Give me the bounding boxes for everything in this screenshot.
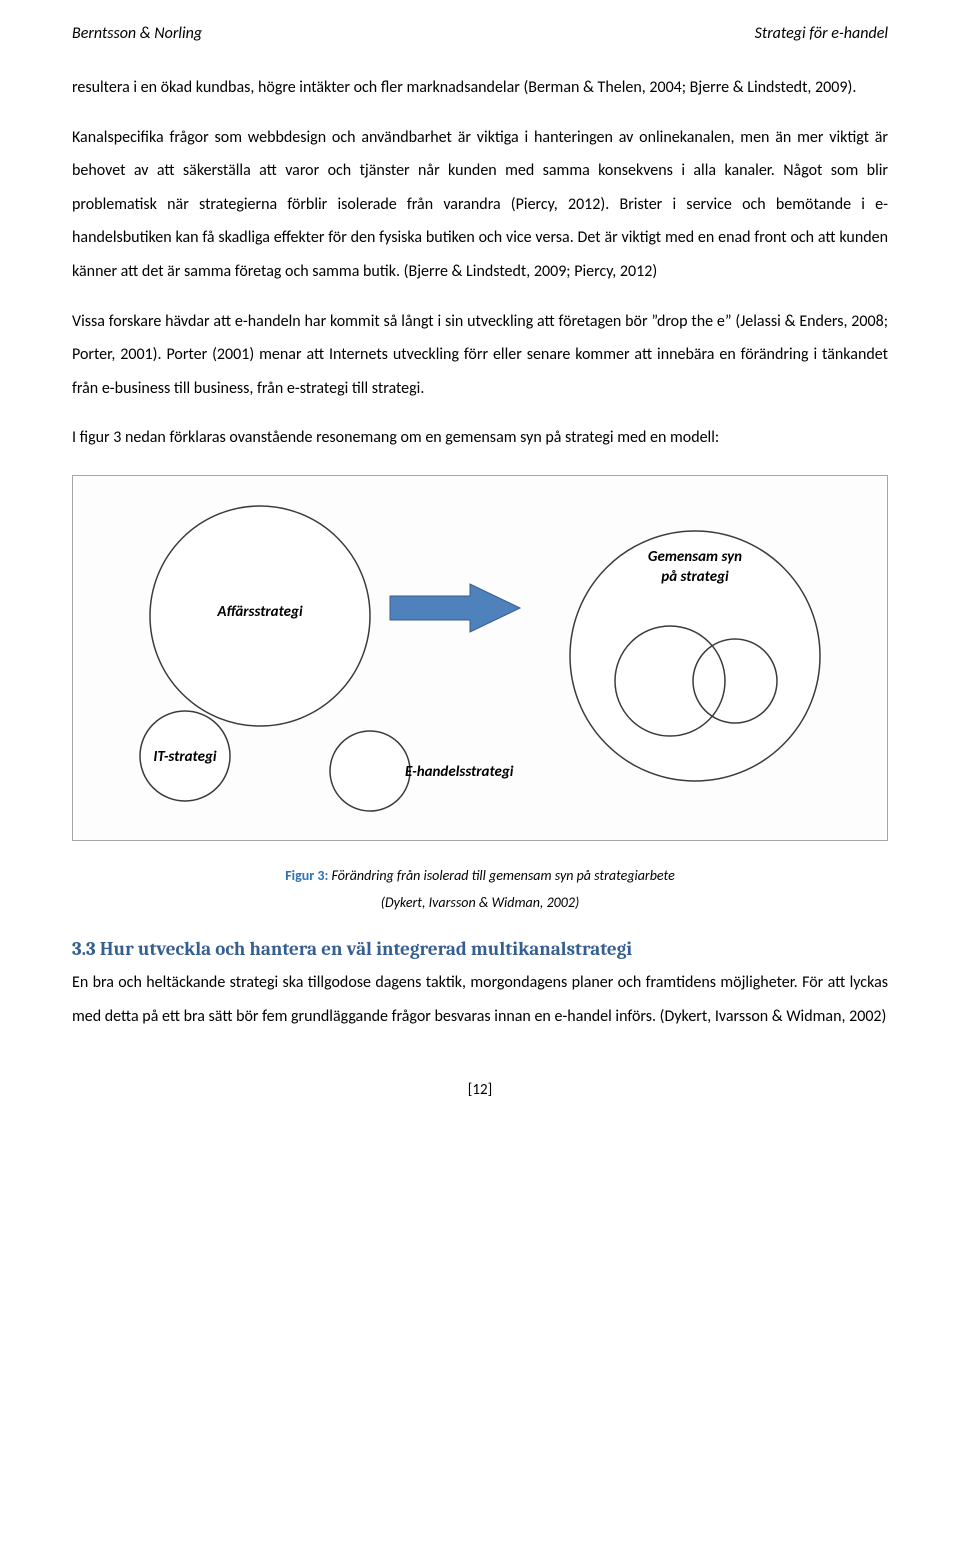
header-left: Berntsson & Norling xyxy=(72,24,202,43)
section-3-3-heading: 3.3 Hur utveckla och hantera en väl inte… xyxy=(72,938,888,960)
label-itstrategi: IT-strategi xyxy=(153,748,216,766)
arrow-icon xyxy=(390,584,520,632)
figure-3-caption: Figur 3: Förändring från isolerad till g… xyxy=(72,863,888,916)
circle-ehandelsstrategi xyxy=(330,731,410,811)
figure-caption-label: Figur 3: xyxy=(285,867,328,884)
page-header: Berntsson & Norling Strategi för e-hande… xyxy=(72,24,888,43)
section-3-3-body: En bra och heltäckande strategi ska till… xyxy=(72,966,888,1033)
label-affarsstrategi: Affärsstrategi xyxy=(216,603,303,621)
label-ehandelsstrategi: E-handelsstrategi xyxy=(405,763,514,781)
figure-caption-source: (Dykert, Ivarsson & Widman, 2002) xyxy=(381,894,579,911)
paragraph-1: resultera i en ökad kundbas, högre intäk… xyxy=(72,71,888,105)
paragraph-4: I figur 3 nedan förklaras ovanstående re… xyxy=(72,421,888,455)
paragraph-3: Vissa forskare hävdar att e-handeln har … xyxy=(72,305,888,406)
figure-3-container: Affärsstrategi IT-strategi E-handelsstra… xyxy=(72,475,888,841)
paragraph-2: Kanalspecifika frågor som webbdesign och… xyxy=(72,121,888,289)
figure-3-diagram: Affärsstrategi IT-strategi E-handelsstra… xyxy=(110,496,850,816)
figure-caption-desc: Förändring från isolerad till gemensam s… xyxy=(332,867,675,884)
figure-3-svg-wrap: Affärsstrategi IT-strategi E-handelsstra… xyxy=(93,496,867,816)
header-right: Strategi för e-handel xyxy=(755,24,888,43)
page-number: [12] xyxy=(72,1081,888,1099)
label-gemensam-2: på strategi xyxy=(661,568,729,586)
label-gemensam-1: Gemensam syn xyxy=(648,548,742,566)
